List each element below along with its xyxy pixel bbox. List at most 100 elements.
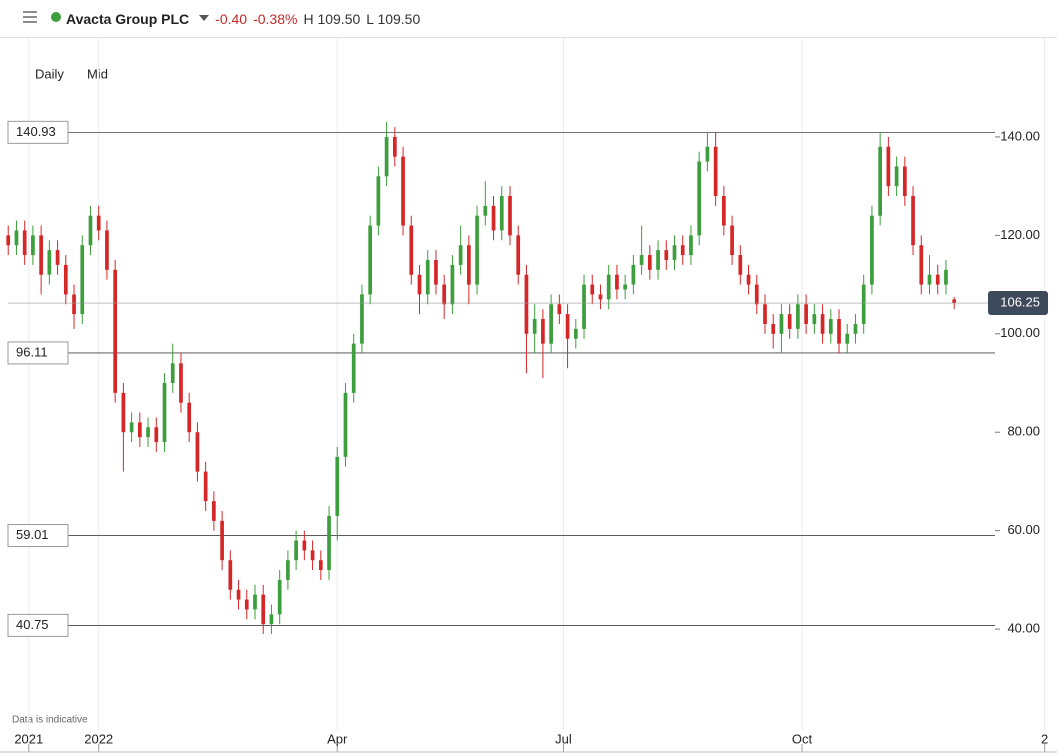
candle-body <box>277 579 282 615</box>
candle-body <box>804 304 808 324</box>
header: Avacta Group PLC -0.40 -0.38% H 109.50 L… <box>0 0 1057 38</box>
candle-body <box>137 422 142 438</box>
candle-body <box>894 166 899 187</box>
candle-body <box>902 166 907 196</box>
candle-body <box>146 427 150 438</box>
candle-body <box>532 319 537 334</box>
candle-body <box>927 274 932 285</box>
candle-body <box>647 255 652 270</box>
candle-body <box>55 250 60 265</box>
candle-body <box>919 245 924 285</box>
reference-label: 140.93 <box>16 124 56 139</box>
candle-body <box>401 156 405 226</box>
candle-body <box>47 250 52 275</box>
candle-body <box>335 456 340 516</box>
candle-body <box>656 250 660 270</box>
last-price-label: 106.25 <box>1000 294 1040 309</box>
candle-body <box>541 319 545 344</box>
candle-body <box>664 250 669 260</box>
candle-body <box>796 304 800 329</box>
candle-body <box>6 235 11 246</box>
candle-body <box>549 304 553 344</box>
reference-label-box <box>7 341 69 365</box>
candle-body <box>425 259 430 295</box>
instrument-title[interactable]: Avacta Group PLC <box>66 10 190 27</box>
x-tick-label: 2021 <box>14 731 43 746</box>
candle-body <box>878 146 882 216</box>
candle-body <box>392 136 397 157</box>
candle-body <box>787 314 792 329</box>
x-tick-label: 2022 <box>84 731 113 746</box>
candle-body <box>672 245 677 260</box>
candle-body <box>261 594 266 625</box>
x-tick-label: Apr <box>327 731 348 746</box>
candle-body <box>845 333 850 344</box>
candle-body <box>697 161 702 236</box>
candle-body <box>195 432 200 472</box>
candle-body <box>63 264 68 295</box>
candle-body <box>820 314 825 334</box>
candle-body <box>467 245 471 285</box>
candle-body <box>952 299 957 304</box>
candle-body <box>220 520 224 561</box>
x-tick-label: Jul <box>555 731 572 746</box>
candle-body <box>722 195 726 226</box>
candle-body <box>458 245 463 265</box>
y-tick-label: 80.00 <box>1007 424 1040 439</box>
candle-body <box>623 284 628 290</box>
menu-icon[interactable] <box>0 0 40 37</box>
candle-body <box>105 230 109 270</box>
candle-body <box>294 540 298 561</box>
candle-body <box>212 501 216 521</box>
candle-body <box>516 235 521 275</box>
candle-body <box>450 264 455 305</box>
candle-body <box>730 225 734 256</box>
price-type-button[interactable]: Mid <box>87 66 108 81</box>
candle-body <box>861 284 866 324</box>
candle-body <box>22 230 27 256</box>
candle-body <box>14 230 19 246</box>
candle-body <box>557 304 562 315</box>
candle-body <box>935 274 940 285</box>
candle-body <box>573 328 578 339</box>
candle-body <box>565 314 570 339</box>
reference-label-box <box>7 120 69 144</box>
candle-body <box>286 560 290 580</box>
interval-button[interactable]: Daily <box>35 66 64 81</box>
candle-body <box>80 245 85 315</box>
candle-body <box>779 314 784 334</box>
candle-body <box>253 594 257 610</box>
candle-body <box>203 471 208 502</box>
candle-body <box>598 294 603 300</box>
x-tick-label: Oct <box>792 731 813 746</box>
candle-body <box>837 319 841 344</box>
candle-body <box>244 599 249 610</box>
candle-body <box>236 589 241 600</box>
candle-body <box>590 284 595 295</box>
candle-body <box>582 284 586 329</box>
y-tick-label: 100.00 <box>1000 325 1040 340</box>
candle-body <box>763 304 767 324</box>
candle-body <box>368 225 373 295</box>
reference-label-box <box>7 613 69 637</box>
candle-body <box>738 255 743 275</box>
candle-body <box>524 274 529 334</box>
candle-body <box>113 269 118 393</box>
candle-body <box>944 269 948 285</box>
candle-body <box>713 146 718 196</box>
candle-body <box>911 195 915 246</box>
candle-body <box>39 235 43 275</box>
candle-body <box>828 319 833 334</box>
x-tick-label: 2 <box>1041 731 1048 746</box>
candle-body <box>409 225 414 275</box>
candle-body <box>360 294 364 344</box>
y-tick-label: 40.00 <box>1007 621 1040 636</box>
dropdown-arrow[interactable] <box>195 0 215 37</box>
candle-body <box>187 402 192 433</box>
candle-body <box>129 422 134 433</box>
candle-body <box>96 215 101 231</box>
candle-body <box>310 550 315 561</box>
candle-body <box>754 284 759 305</box>
candle-body <box>302 540 307 551</box>
reference-label: 59.01 <box>16 527 49 542</box>
